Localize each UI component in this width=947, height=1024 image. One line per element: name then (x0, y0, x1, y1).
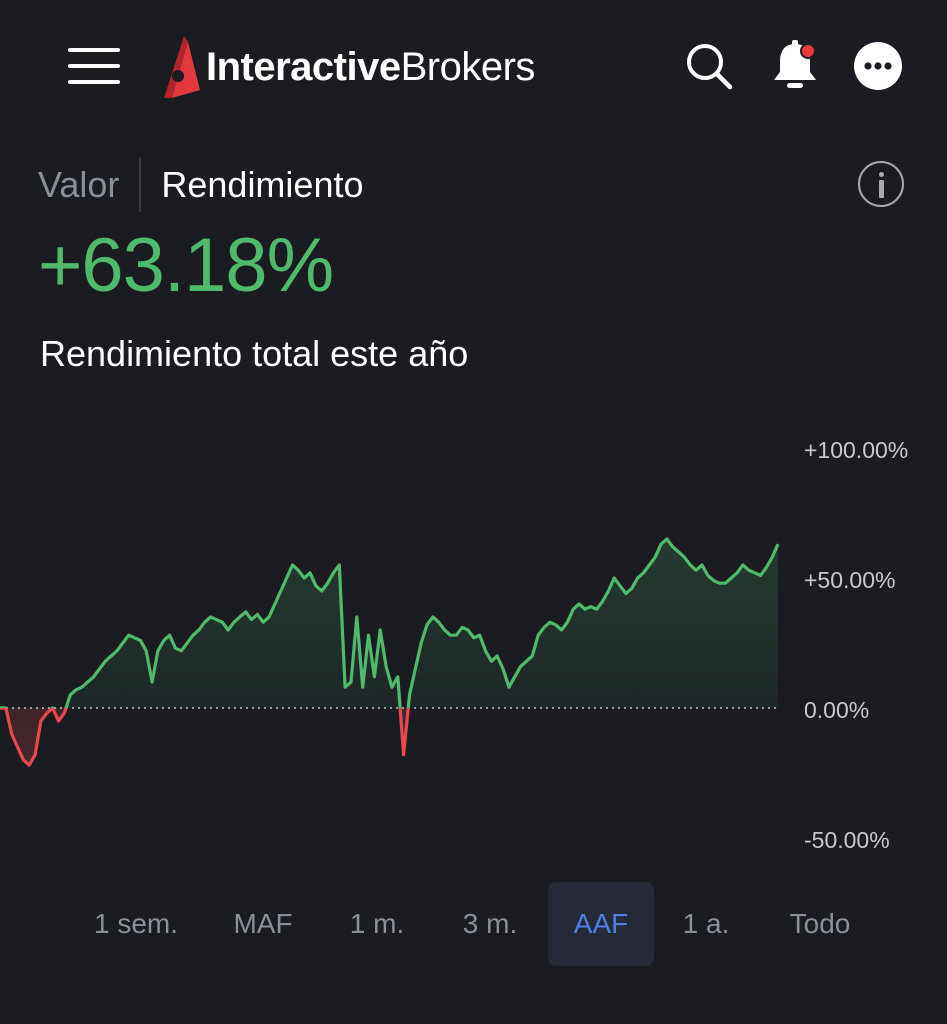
period-all[interactable]: Todo (789, 908, 851, 939)
total-return-label: Rendimiento total este año (40, 333, 469, 374)
chart-area-positive (0, 539, 778, 708)
y-tick-label: -50.00% (804, 827, 890, 853)
chart-line-positive (0, 537, 780, 708)
bell-icon[interactable] (768, 38, 824, 94)
value-return-toggle: Valor Rendimiento (38, 158, 364, 212)
tab-return[interactable]: Rendimiento (161, 164, 364, 205)
period-1-week[interactable]: 1 sem. (93, 908, 179, 939)
y-tick-label: +50.00% (804, 567, 895, 593)
period-ytd[interactable]: AAF (548, 882, 654, 966)
menu-icon[interactable] (64, 44, 124, 88)
top-bar: InteractiveBrokers (0, 0, 947, 140)
y-tick-label: +100.00% (804, 437, 908, 463)
period-1-month[interactable]: 1 m. (349, 908, 405, 939)
y-tick-label: 0.00% (804, 697, 869, 723)
more-icon[interactable] (852, 38, 908, 94)
period-mtd[interactable]: MAF (233, 908, 293, 939)
logo-mark-icon (164, 36, 200, 98)
chart-svg: +100.00% +50.00% 0.00% -50.00% (0, 437, 908, 853)
tab-value[interactable]: Valor (38, 164, 120, 205)
period-3-months[interactable]: 3 m. (462, 908, 518, 939)
logo: InteractiveBrokers (164, 34, 535, 100)
notification-dot (802, 45, 814, 57)
period-1-year[interactable]: 1 a. (682, 908, 730, 939)
search-icon[interactable] (681, 38, 737, 94)
logo-text: InteractiveBrokers (206, 45, 535, 89)
total-return-value: +63.18% (38, 223, 334, 308)
tab-divider (139, 158, 142, 212)
period-selector: 1 sem. MAF 1 m. 3 m. AAF 1 a. Todo (0, 878, 947, 968)
info-icon[interactable] (858, 161, 904, 207)
performance-chart[interactable]: +100.00% +50.00% 0.00% -50.00% (0, 420, 947, 880)
